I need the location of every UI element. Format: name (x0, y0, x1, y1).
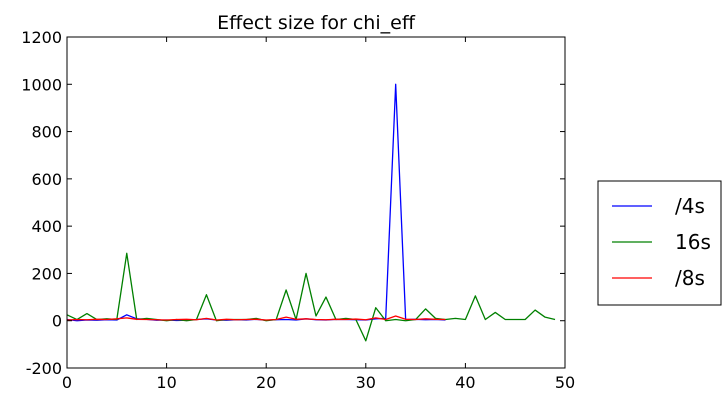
y-tick-label: 1000 (21, 75, 62, 94)
x-tick-label: 30 (356, 373, 376, 392)
legend-label-1: /4s (675, 194, 705, 218)
x-tick-label: 10 (156, 373, 176, 392)
legend-box (597, 180, 722, 306)
y-tick-label: 1200 (21, 28, 62, 47)
y-tick-label: 400 (31, 217, 62, 236)
series-line-3 (66, 315, 446, 321)
plot-series-group (66, 83, 556, 342)
x-tick-label: 40 (455, 373, 475, 392)
y-tick-label: 200 (31, 264, 62, 283)
legend-label-3: /8s (675, 266, 705, 290)
y-tick-label: 600 (31, 170, 62, 189)
chart-legend: /4s 16s/8s (597, 180, 722, 306)
chart-title: Effect size for chi_eff (217, 12, 416, 34)
series-line-1 (66, 83, 446, 322)
plot-area-frame (66, 36, 566, 369)
legend-label-2: 16s (675, 230, 711, 254)
y-tick-label: 0 (52, 312, 62, 331)
y-tick-label: 800 (31, 123, 62, 142)
y-tick-label: -200 (26, 359, 62, 378)
x-tick-label: 20 (256, 373, 276, 392)
x-tick-label: 50 (555, 373, 575, 392)
series-line-2 (66, 252, 556, 342)
x-tick-label: 0 (62, 373, 72, 392)
